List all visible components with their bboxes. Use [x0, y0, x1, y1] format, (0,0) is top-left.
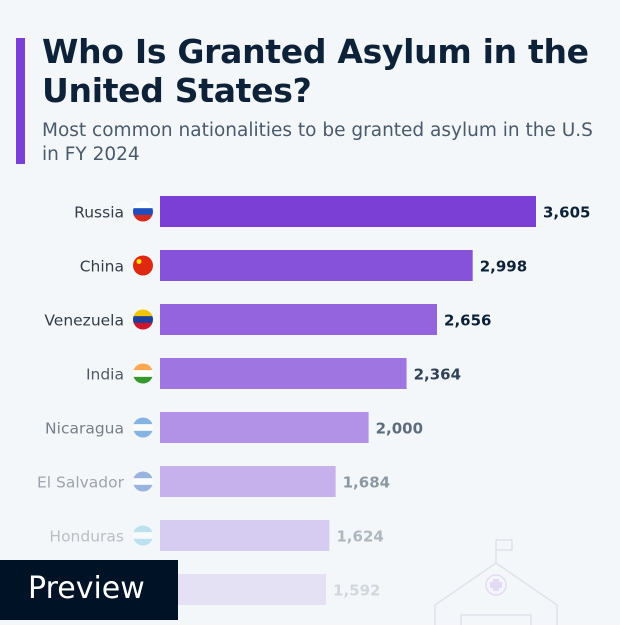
chart-title: Who Is Granted Asylum in the United Stat…: [42, 32, 589, 110]
value-label: 1,684: [343, 474, 390, 492]
india-flag-icon: [133, 363, 153, 384]
category-label: China: [80, 258, 124, 276]
bar-china: [160, 250, 473, 281]
hospital-icon: [434, 539, 558, 625]
category-label: India: [86, 366, 124, 384]
china-flag-icon: [133, 255, 153, 276]
bar-russia: [160, 196, 536, 227]
bar-item: [160, 574, 327, 605]
category-label: Honduras: [49, 528, 124, 546]
bar-india: [160, 358, 407, 389]
honduras-flag-icon: [133, 525, 153, 546]
venezuela-flag-icon: [133, 309, 153, 330]
bar-chart: 3,605 Russia 2,998 China 2,656 Venezuela 2,364…: [37, 196, 590, 605]
el-salvador-flag-icon: [133, 471, 153, 492]
value-label: 1,592: [333, 582, 380, 600]
bar-nicaragua: [160, 412, 369, 443]
bar-el-salvador: [160, 466, 336, 497]
title-accent-bar: [16, 38, 25, 164]
bar-honduras: [160, 520, 330, 551]
nicaragua-flag-icon: [133, 417, 153, 438]
category-label: Nicaragua: [45, 420, 124, 438]
category-label: Russia: [74, 204, 124, 222]
category-label: Venezuela: [44, 312, 124, 330]
preview-badge: Preview: [0, 560, 178, 620]
chart-subtitle: Most common nationalities to be granted …: [42, 120, 593, 165]
value-label: 1,624: [336, 528, 383, 546]
value-label: 2,656: [444, 312, 491, 330]
value-label: 2,364: [414, 366, 461, 384]
value-label: 2,998: [480, 258, 527, 276]
value-label: 2,000: [376, 420, 423, 438]
bar-venezuela: [160, 304, 438, 335]
value-label: 3,605: [543, 204, 590, 222]
russia-flag-icon: [133, 201, 153, 222]
category-label: El Salvador: [37, 474, 125, 492]
